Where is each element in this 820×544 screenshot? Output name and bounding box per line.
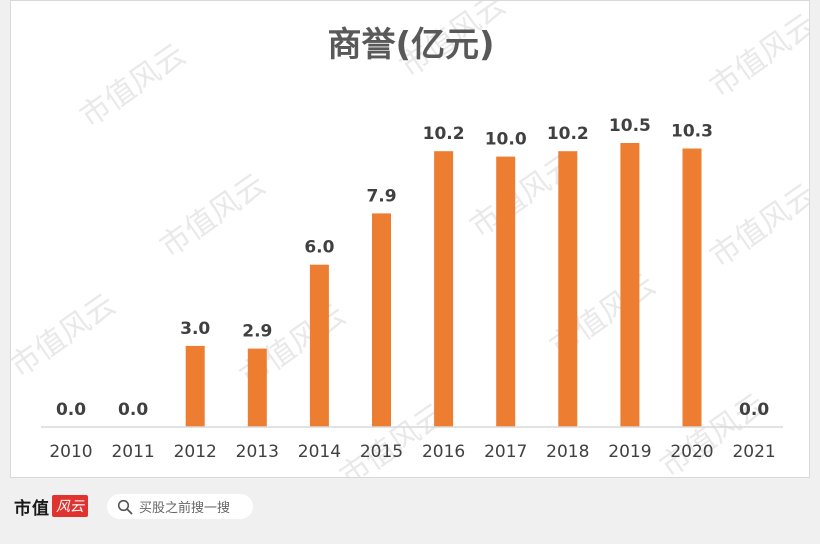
search-box[interactable]: 买股之前搜一搜	[107, 494, 253, 519]
data-label-2019: 10.5	[609, 116, 651, 136]
bar-2013	[247, 348, 267, 427]
bar-2014	[309, 264, 329, 427]
x-tick-label-2014: 2014	[298, 442, 341, 462]
x-tick-label-2011: 2011	[111, 442, 154, 462]
x-tick-label-2012: 2012	[174, 442, 217, 462]
data-label-2021: 0.0	[739, 400, 769, 420]
data-label-2014: 6.0	[304, 238, 334, 258]
x-tick-label-2021: 2021	[732, 442, 775, 462]
data-label-2015: 7.9	[366, 186, 396, 206]
chart-card: 市值风云 市值风云 市值风云 市值风云 市值风云 市值风云 市值风云 市值风云 …	[10, 0, 810, 478]
search-icon	[117, 499, 133, 514]
x-tick-label-2020: 2020	[670, 442, 713, 462]
data-label-2020: 10.3	[671, 122, 713, 142]
x-tick-label-2019: 2019	[608, 442, 651, 462]
data-label-2011: 0.0	[118, 400, 148, 420]
brand-logo[interactable]: 市值 风云	[14, 494, 88, 519]
data-label-2010: 0.0	[56, 400, 86, 420]
bar-2016	[434, 151, 454, 427]
bar-2012	[185, 345, 205, 427]
bar-chart: 商誉(亿元) 0.0 0.0 3.0 2.9 6.0 7.9 10.2 10.0 10.2 10.…	[41, 25, 783, 462]
footer-bar: 市值 风云 买股之前搜一搜	[0, 478, 820, 544]
x-tick-label-2016: 2016	[422, 442, 465, 462]
x-tick-label-2013: 2013	[236, 442, 279, 462]
bar-2018	[558, 151, 578, 427]
chart-title: 商誉(亿元)	[327, 25, 494, 65]
x-tick-label-2015: 2015	[360, 442, 403, 462]
data-label-2017: 10.0	[485, 130, 527, 150]
x-tick-label-2017: 2017	[484, 442, 527, 462]
brand-accent: 风云	[52, 495, 88, 517]
bar-2019	[620, 143, 640, 427]
x-tick-label-2010: 2010	[49, 442, 92, 462]
bar-2015	[372, 213, 391, 427]
data-label-2018: 10.2	[547, 124, 589, 144]
brand-name: 市值	[14, 498, 50, 519]
bar-2020	[682, 148, 702, 427]
x-tick-label-2018: 2018	[546, 442, 589, 462]
data-label-2016: 10.2	[423, 124, 465, 144]
bar-2017	[496, 156, 516, 427]
data-label-2012: 3.0	[180, 319, 210, 339]
search-placeholder: 买股之前搜一搜	[139, 501, 231, 516]
data-label-2013: 2.9	[242, 322, 272, 342]
